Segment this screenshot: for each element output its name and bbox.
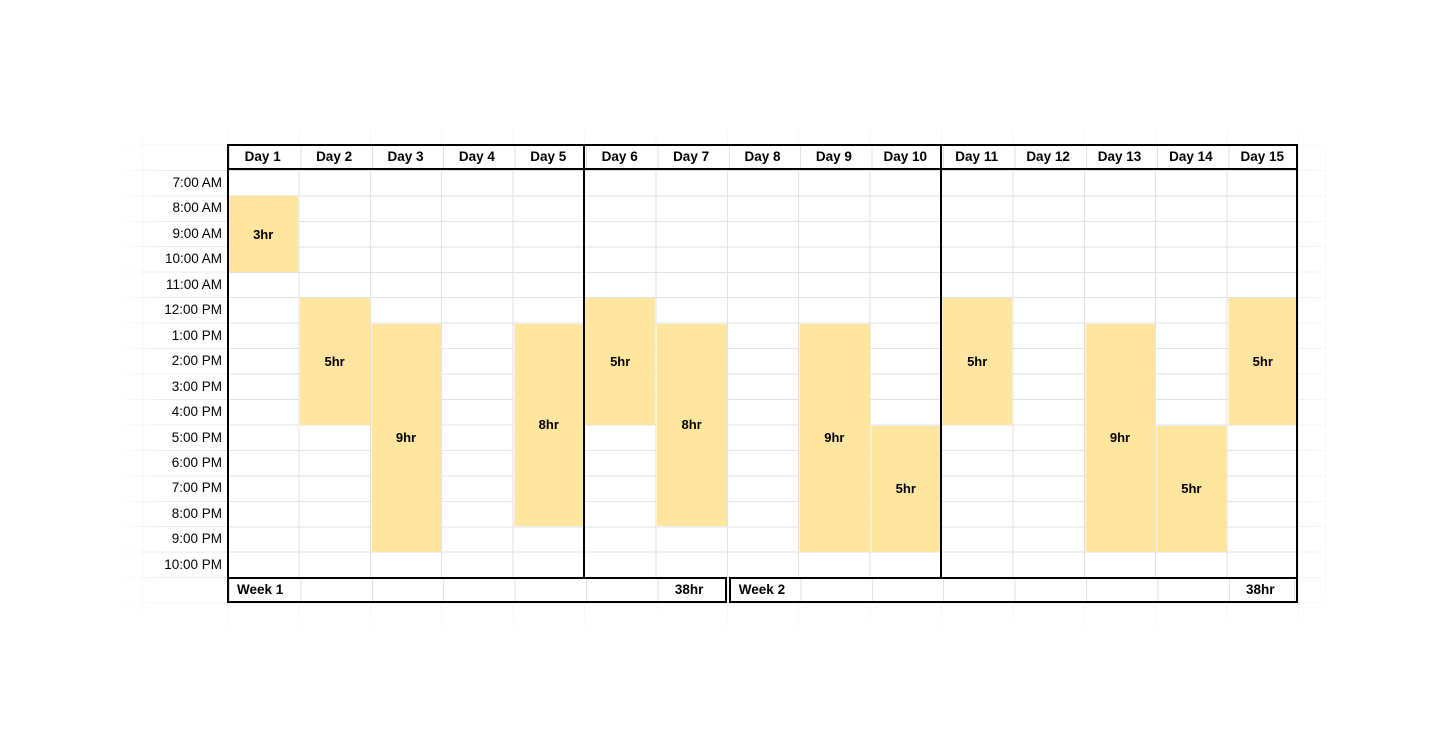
shift-block-day-6[interactable]: 5hr [585, 298, 656, 425]
day-header-cell-8[interactable]: Day 8 [744, 149, 781, 164]
time-label-16[interactable]: 10:00 PM [164, 556, 222, 572]
shift-block-day-9[interactable]: 9hr [799, 323, 870, 552]
time-label-1[interactable]: 7:00 AM [172, 175, 222, 190]
shift-duration-label: 5hr [324, 353, 345, 369]
day-header-cell-11[interactable]: Day 11 [955, 149, 999, 164]
shift-block-day-2[interactable]: 5hr [299, 298, 370, 425]
shift-block-day-14[interactable]: 5hr [1156, 425, 1227, 552]
day-header-cell-6[interactable]: Day 6 [601, 149, 638, 164]
shift-duration-label: 3hr [253, 226, 274, 242]
time-label-12[interactable]: 6:00 PM [171, 454, 222, 470]
background-grid-vline [1325, 119, 1326, 630]
time-label-9[interactable]: 3:00 PM [171, 378, 222, 394]
week-divider-1 [583, 144, 585, 578]
time-label-11[interactable]: 5:00 PM [171, 429, 222, 445]
time-label-6[interactable]: 12:00 PM [164, 302, 222, 318]
day-header-row: Day 1 Day 2 Day 3 Day 4 Day 5 Day 6 Day 7 Day 8… [227, 144, 1298, 170]
time-label-8[interactable]: 2:00 PM [171, 353, 222, 369]
background-grid-vline [120, 119, 121, 630]
time-label-15[interactable]: 9:00 PM [171, 531, 222, 547]
time-label-13[interactable]: 7:00 PM [171, 480, 222, 496]
shift-duration-label: 8hr [538, 417, 559, 433]
week-total: 38hr [1246, 582, 1275, 598]
table-border-left [227, 170, 229, 578]
time-label-4[interactable]: 10:00 AM [164, 251, 222, 267]
shift-duration-label: 5hr [1252, 353, 1273, 369]
time-label-3[interactable]: 9:00 AM [172, 225, 222, 241]
week-divider-2 [940, 144, 942, 578]
shift-duration-label: 5hr [1181, 481, 1202, 497]
day-header-cell-12[interactable]: Day 12 [1026, 149, 1070, 164]
shift-block-day-3[interactable]: 9hr [370, 323, 442, 552]
day-header-cell-4[interactable]: Day 4 [458, 149, 495, 164]
day-header-cell-15[interactable]: Day 15 [1240, 149, 1285, 164]
day-header-cell-14[interactable]: Day 14 [1169, 149, 1213, 164]
day-header-cell-2[interactable]: Day 2 [316, 149, 353, 164]
shift-duration-label: 8hr [681, 417, 702, 433]
shift-duration-label: 5hr [610, 353, 631, 369]
time-label-10[interactable]: 4:00 PM [171, 404, 222, 420]
day-header-cell-9[interactable]: Day 9 [815, 149, 852, 164]
day-header-cell-1[interactable]: Day 1 [244, 149, 281, 164]
shift-block-day-11[interactable]: 5hr [942, 298, 1013, 425]
week-summary-2[interactable]: Week 2 38hr [728, 577, 1298, 603]
shift-block-day-15[interactable]: 5hr [1227, 298, 1298, 425]
schedule-grid-body[interactable]: 3hr 5hr 9hr 8hr 5hr 8hr 9hr 5hr 5hr 9hr 5hr 5hr [227, 170, 1298, 578]
time-label-7[interactable]: 1:00 PM [171, 327, 222, 343]
shift-duration-label: 9hr [1109, 430, 1131, 446]
shift-schedule-table: Day 1 Day 2 Day 3 Day 4 Day 5 Day 6 Day 7 Day 8… [227, 144, 1298, 604]
time-label-2[interactable]: 8:00 AM [172, 200, 222, 216]
shift-block-day-10[interactable]: 5hr [870, 425, 941, 552]
day-header-cell-5[interactable]: Day 5 [530, 149, 567, 164]
week-summary-1[interactable]: Week 1 38hr [227, 577, 727, 603]
shift-block-day-1[interactable]: 3hr [228, 196, 299, 272]
time-label-5[interactable]: 11:00 AM [165, 276, 222, 292]
shift-block-day-7[interactable]: 8hr [656, 323, 727, 527]
shift-duration-label: 9hr [824, 430, 845, 446]
shift-block-day-13[interactable]: 9hr [1084, 323, 1156, 552]
time-label-14[interactable]: 8:00 PM [171, 505, 222, 521]
day-header-cell-7[interactable]: Day 7 [673, 149, 710, 164]
day-header-cell-3[interactable]: Day 3 [387, 149, 424, 164]
day-header-cell-13[interactable]: Day 13 [1097, 149, 1142, 164]
shift-duration-label: 5hr [967, 353, 988, 369]
week-summary-row: Week 1 38hr Week 2 38hr [227, 577, 1298, 603]
time-column: 7:00 AM 8:00 AM 9:00 AM 10:00 AM 11:00 AM 12:… [142, 170, 225, 578]
week-total: 38hr [674, 582, 704, 598]
shift-block-day-5[interactable]: 8hr [513, 323, 584, 527]
day-header-cell-10[interactable]: Day 10 [883, 149, 928, 164]
table-border-right [1296, 170, 1298, 578]
shift-duration-label: 9hr [395, 430, 417, 446]
shift-duration-label: 5hr [895, 481, 916, 497]
week-label: Week 1 [237, 582, 284, 598]
week-label: Week 2 [738, 582, 786, 598]
